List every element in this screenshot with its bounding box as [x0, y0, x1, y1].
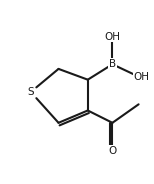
Text: OH: OH: [134, 72, 150, 82]
Text: B: B: [109, 59, 116, 69]
Text: OH: OH: [104, 32, 120, 42]
Text: S: S: [27, 87, 34, 97]
Text: O: O: [108, 146, 117, 155]
